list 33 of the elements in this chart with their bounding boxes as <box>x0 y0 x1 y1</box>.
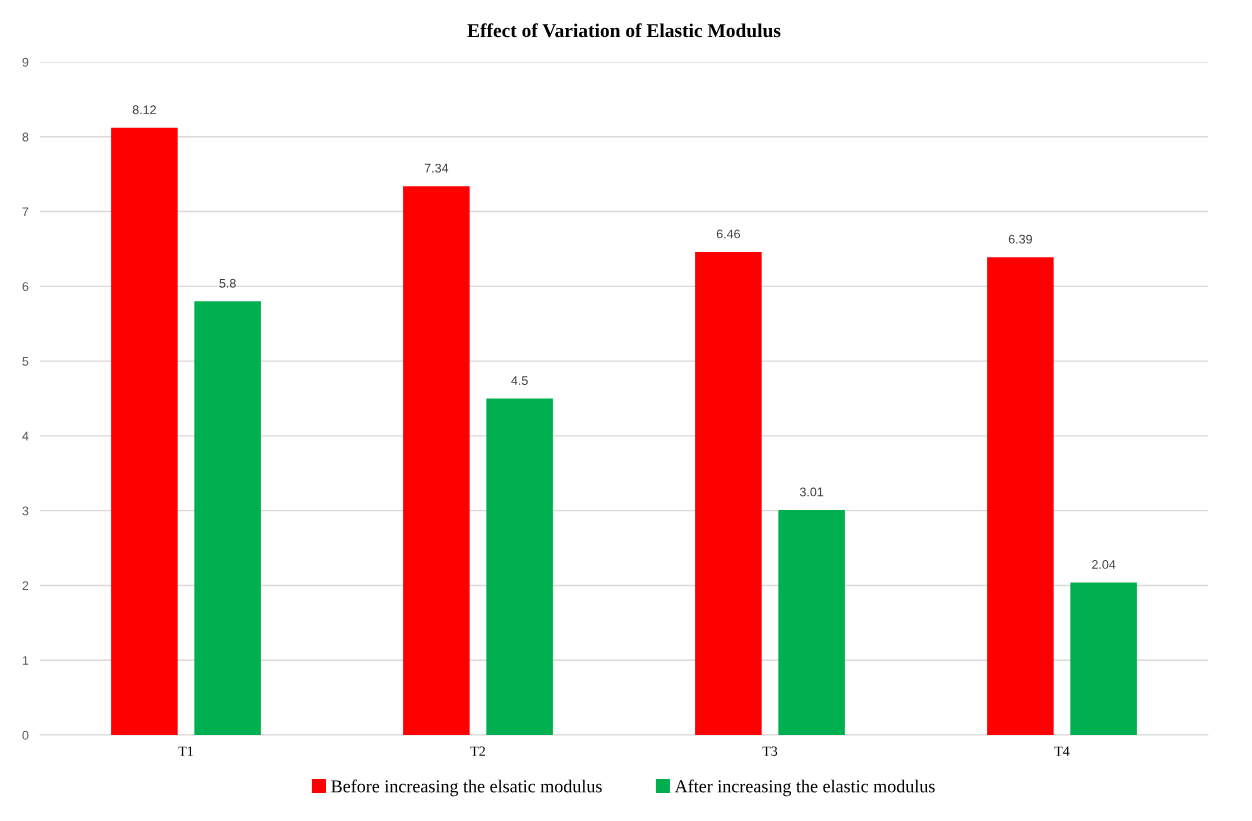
y-tick-label: 6 <box>22 282 29 291</box>
y-tick-label: 3 <box>22 506 29 516</box>
bar <box>111 127 178 735</box>
data-label: 8.12 <box>132 105 156 115</box>
x-tick-label: T4 <box>1054 746 1070 756</box>
legend-label: After increasing the elastic modulus <box>674 779 935 797</box>
data-label: 7.34 <box>424 163 449 173</box>
bar <box>1070 582 1137 735</box>
data-label: 5.8 <box>219 278 236 288</box>
chart-title: Effect of Variation of Elastic Modulus <box>467 23 781 38</box>
bar <box>403 186 470 735</box>
y-tick-label: 9 <box>22 57 29 67</box>
y-tick-label: 2 <box>22 581 29 590</box>
bar <box>695 251 762 735</box>
data-label: 6.39 <box>1008 234 1032 244</box>
data-label: 2.04 <box>1092 560 1116 569</box>
bar <box>486 398 553 735</box>
y-tick-label: 8 <box>22 132 29 142</box>
data-label: 6.46 <box>716 229 741 239</box>
bar <box>194 301 261 735</box>
legend-label: Before increasing the elsatic modulus <box>331 779 602 797</box>
x-tick-label: T1 <box>178 746 193 756</box>
y-tick-label: 1 <box>22 656 29 665</box>
y-tick-label: 7 <box>22 207 29 217</box>
data-label: 4.5 <box>511 376 528 385</box>
x-tick-label: T2 <box>470 746 485 756</box>
y-tick-label: 0 <box>22 730 29 740</box>
x-tick-label: T3 <box>762 746 778 756</box>
data-label: 3.01 <box>799 487 824 497</box>
y-tick-label: 5 <box>22 357 29 366</box>
bar <box>987 257 1054 735</box>
y-tick-label: 4 <box>22 431 29 441</box>
bar <box>778 509 845 735</box>
